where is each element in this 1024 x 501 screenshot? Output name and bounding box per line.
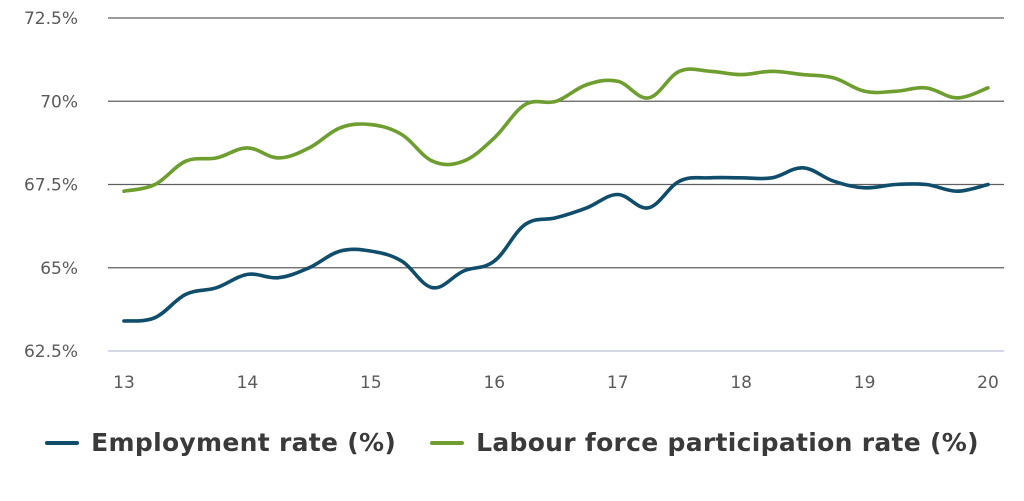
series-line-employment-rate [122,166,990,323]
y-tick-label-3: 65% [40,259,78,279]
series-lines [122,67,990,323]
legend-item-participation: Labour force participation rate (%) [430,428,979,457]
x-axis-tick-labels: 13 14 15 16 17 18 19 20 [113,373,999,393]
y-tick-label-0: 72.5% [24,9,78,29]
x-tick-label-1: 14 [237,373,259,393]
series-line-labour-force-participation [122,67,990,193]
legend-swatch-employment [45,440,80,445]
x-tick-label-0: 13 [113,373,135,393]
legend: Employment rate (%) Labour force partici… [0,428,1024,457]
x-tick-label-7: 20 [977,373,999,393]
legend-label-employment: Employment rate (%) [91,428,397,457]
y-tick-label-4: 62.5% [24,342,78,362]
y-tick-label-1: 70% [40,92,78,112]
legend-item-employment: Employment rate (%) [45,428,396,457]
legend-swatch-participation [430,440,465,445]
x-tick-label-6: 19 [854,373,876,393]
x-tick-label-5: 18 [730,373,752,393]
y-tick-label-2: 67.5% [24,176,78,196]
x-tick-label-2: 15 [360,373,382,393]
legend-label-participation: Labour force participation rate (%) [476,428,979,457]
y-axis-tick-labels: 72.5% 70% 67.5% 65% 62.5% [24,9,78,362]
x-tick-label-3: 16 [483,373,505,393]
line-chart: 72.5% 70% 67.5% 65% 62.5% 13 14 15 16 17 18 19 20 [24,9,1004,393]
x-tick-label-4: 17 [607,373,629,393]
grid-lines [108,17,1004,352]
